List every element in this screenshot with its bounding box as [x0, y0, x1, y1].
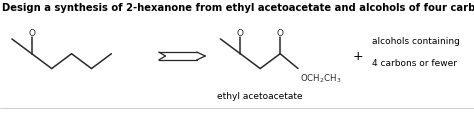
Text: O: O	[28, 29, 35, 37]
Text: O: O	[237, 29, 244, 37]
Text: O: O	[277, 29, 283, 37]
Text: Design a synthesis of 2-hexanone from ethyl acetoacetate and alcohols of four ca: Design a synthesis of 2-hexanone from et…	[2, 3, 474, 13]
Text: OCH$_2$CH$_3$: OCH$_2$CH$_3$	[301, 72, 342, 85]
Text: ethyl acetoacetate: ethyl acetoacetate	[217, 92, 302, 100]
Text: alcohols containing: alcohols containing	[372, 36, 460, 45]
Text: 4 carbons or fewer: 4 carbons or fewer	[372, 59, 457, 68]
Text: +: +	[353, 50, 363, 63]
